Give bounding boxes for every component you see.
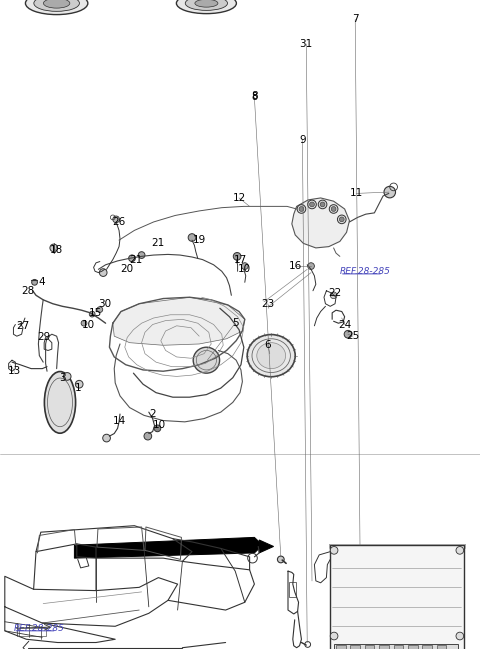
Ellipse shape — [34, 0, 79, 12]
Circle shape — [320, 202, 325, 207]
Circle shape — [154, 425, 161, 432]
Bar — [330, 545, 464, 649]
Circle shape — [81, 321, 87, 326]
Bar — [437, 645, 446, 649]
Text: 31: 31 — [300, 39, 313, 49]
Text: 6: 6 — [264, 340, 271, 350]
Circle shape — [89, 312, 95, 317]
Circle shape — [344, 330, 352, 338]
Bar — [408, 645, 418, 649]
Text: 18: 18 — [50, 245, 63, 255]
Bar — [334, 644, 458, 649]
Text: 23: 23 — [261, 299, 275, 309]
Ellipse shape — [257, 343, 286, 369]
Text: 26: 26 — [112, 217, 126, 227]
Text: 7: 7 — [352, 14, 359, 25]
Text: 10: 10 — [82, 319, 96, 330]
Text: 17: 17 — [233, 254, 247, 265]
Text: 30: 30 — [98, 299, 111, 309]
Text: 29: 29 — [37, 332, 51, 343]
Circle shape — [233, 252, 241, 260]
Bar — [365, 645, 374, 649]
Circle shape — [99, 269, 107, 276]
Text: 25: 25 — [346, 331, 360, 341]
Text: 14: 14 — [112, 415, 126, 426]
Circle shape — [138, 252, 145, 258]
Text: 3: 3 — [59, 373, 66, 383]
Polygon shape — [259, 540, 274, 553]
Circle shape — [308, 263, 314, 269]
Text: 10: 10 — [153, 420, 166, 430]
Text: 8: 8 — [251, 91, 258, 101]
Circle shape — [310, 202, 314, 207]
Circle shape — [297, 204, 306, 214]
Text: 9: 9 — [299, 134, 306, 145]
Ellipse shape — [177, 0, 236, 14]
Text: 11: 11 — [349, 188, 363, 199]
Text: REF.28-285: REF.28-285 — [340, 267, 391, 276]
Text: 10: 10 — [238, 264, 252, 275]
Text: 16: 16 — [288, 261, 302, 271]
Text: 27: 27 — [16, 321, 30, 331]
Text: 2: 2 — [149, 409, 156, 419]
Text: 21: 21 — [151, 238, 164, 249]
Text: 8: 8 — [252, 92, 257, 103]
Text: 21: 21 — [130, 254, 143, 265]
Polygon shape — [74, 537, 259, 558]
Circle shape — [331, 206, 336, 212]
Circle shape — [318, 200, 327, 209]
Circle shape — [129, 255, 135, 262]
Ellipse shape — [185, 0, 228, 10]
Text: 5: 5 — [232, 318, 239, 328]
Circle shape — [241, 263, 248, 269]
Bar — [394, 645, 403, 649]
Circle shape — [330, 546, 338, 554]
Polygon shape — [292, 198, 349, 248]
Text: 13: 13 — [8, 366, 21, 376]
Text: 24: 24 — [338, 319, 351, 330]
Ellipse shape — [25, 0, 88, 14]
Circle shape — [308, 200, 316, 209]
Ellipse shape — [247, 335, 295, 376]
Text: 1: 1 — [74, 383, 81, 393]
Text: 15: 15 — [88, 308, 102, 318]
Text: 19: 19 — [192, 235, 206, 245]
Circle shape — [103, 434, 110, 442]
Text: 28: 28 — [21, 286, 35, 296]
Text: 12: 12 — [232, 193, 246, 203]
Circle shape — [329, 204, 338, 214]
Ellipse shape — [44, 371, 75, 434]
Circle shape — [97, 307, 103, 312]
Polygon shape — [113, 297, 245, 345]
Bar — [379, 645, 389, 649]
Circle shape — [384, 186, 396, 198]
Circle shape — [277, 556, 284, 563]
Circle shape — [330, 292, 337, 299]
Bar — [350, 645, 360, 649]
Circle shape — [330, 632, 338, 640]
Circle shape — [188, 234, 196, 241]
Circle shape — [339, 217, 344, 222]
Bar — [336, 645, 346, 649]
Circle shape — [32, 280, 37, 285]
Bar — [289, 582, 296, 597]
Bar — [422, 645, 432, 649]
Circle shape — [144, 432, 152, 440]
Circle shape — [456, 546, 464, 554]
Circle shape — [113, 216, 120, 223]
Text: 4: 4 — [39, 277, 46, 288]
Text: 20: 20 — [120, 264, 133, 275]
Ellipse shape — [43, 0, 70, 8]
Ellipse shape — [193, 347, 219, 373]
Ellipse shape — [195, 0, 218, 7]
Circle shape — [456, 632, 464, 640]
Circle shape — [63, 373, 71, 380]
Circle shape — [337, 215, 346, 224]
Text: 22: 22 — [328, 288, 342, 299]
Circle shape — [75, 380, 83, 388]
Bar — [19, 628, 46, 636]
Circle shape — [299, 206, 304, 212]
Text: REF.28-285: REF.28-285 — [13, 624, 64, 633]
Circle shape — [50, 244, 58, 252]
